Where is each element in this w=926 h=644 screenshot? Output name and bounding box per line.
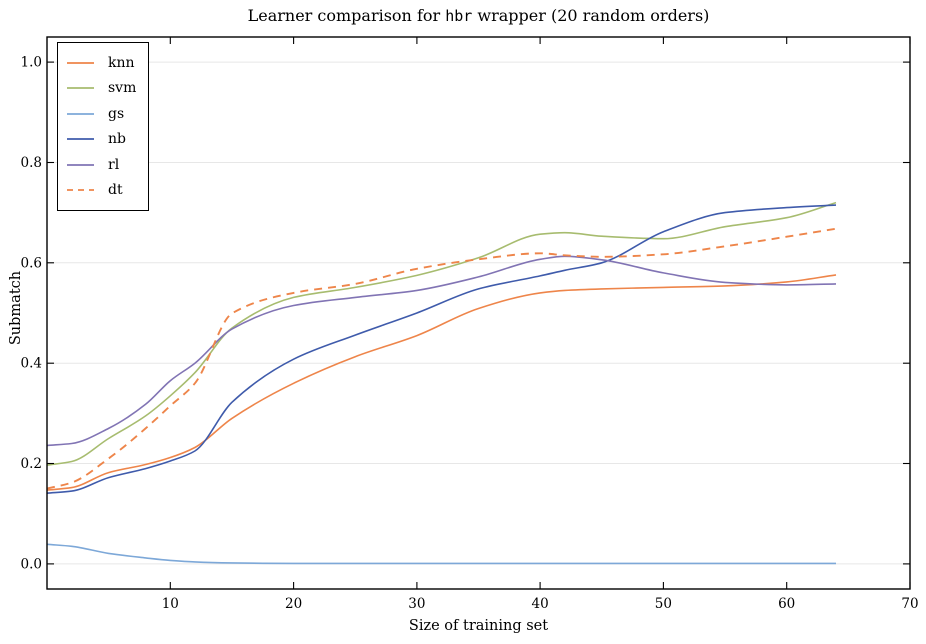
x-tick-label: 40	[532, 596, 549, 612]
legend-label-svm: svm	[108, 80, 137, 97]
y-tick-label: 0.2	[21, 456, 42, 472]
legend-label-dt: dt	[108, 182, 123, 199]
legend-item-svm: svm	[67, 76, 136, 102]
x-tick-label: 30	[408, 596, 425, 612]
series-line-svm	[46, 201, 837, 466]
legend-item-nb: nb	[67, 127, 136, 153]
legend-line-sample-knn	[67, 61, 94, 64]
legend-item-dt: dt	[67, 178, 136, 204]
series-line-nb	[46, 204, 837, 494]
y-axis-label: Submatch	[8, 270, 24, 346]
legend-item-rl: rl	[67, 152, 136, 178]
legend-label-gs: gs	[108, 105, 125, 122]
legend-line-sample-svm	[67, 87, 94, 90]
series-line-gs	[46, 543, 836, 565]
legend-label-rl: rl	[108, 156, 120, 173]
legend-line-sample-rl	[67, 163, 94, 166]
y-tick-label: 0.0	[21, 556, 42, 572]
y-tick-label: 0.4	[21, 356, 42, 372]
legend-label-knn: knn	[108, 54, 135, 71]
series-line-knn	[46, 274, 837, 491]
series-line-rl	[46, 255, 837, 447]
legend-item-gs: gs	[67, 101, 136, 127]
chart-title-suffix: wrapper (20 random orders)	[472, 6, 710, 25]
y-tick-label: 0.6	[21, 255, 42, 271]
y-tick-label: 0.8	[21, 155, 42, 171]
legend: knn svm gs nb rl dt	[57, 42, 150, 211]
x-tick-label: 50	[655, 596, 672, 612]
x-tick-label: 20	[285, 596, 302, 612]
legend-label-nb: nb	[108, 131, 126, 148]
y-tick-label: 1.0	[21, 55, 42, 71]
chart-title-prefix: Learner comparison for	[247, 6, 446, 25]
axes-frame	[46, 36, 911, 590]
x-tick-label: 70	[901, 596, 918, 612]
legend-item-knn: knn	[67, 50, 136, 76]
x-tick-label: 60	[778, 596, 795, 612]
x-axis-label: Size of training set	[408, 618, 549, 634]
chart-title-wrapper-name: hbr	[445, 7, 473, 25]
series-line-dt	[46, 227, 837, 490]
x-tick-label: 10	[162, 596, 179, 612]
legend-line-sample-dt	[67, 189, 94, 192]
chart-title: Learner comparison for hbr wrapper (20 r…	[47, 6, 910, 25]
legend-line-sample-gs	[67, 112, 94, 115]
legend-line-sample-nb	[67, 138, 94, 141]
